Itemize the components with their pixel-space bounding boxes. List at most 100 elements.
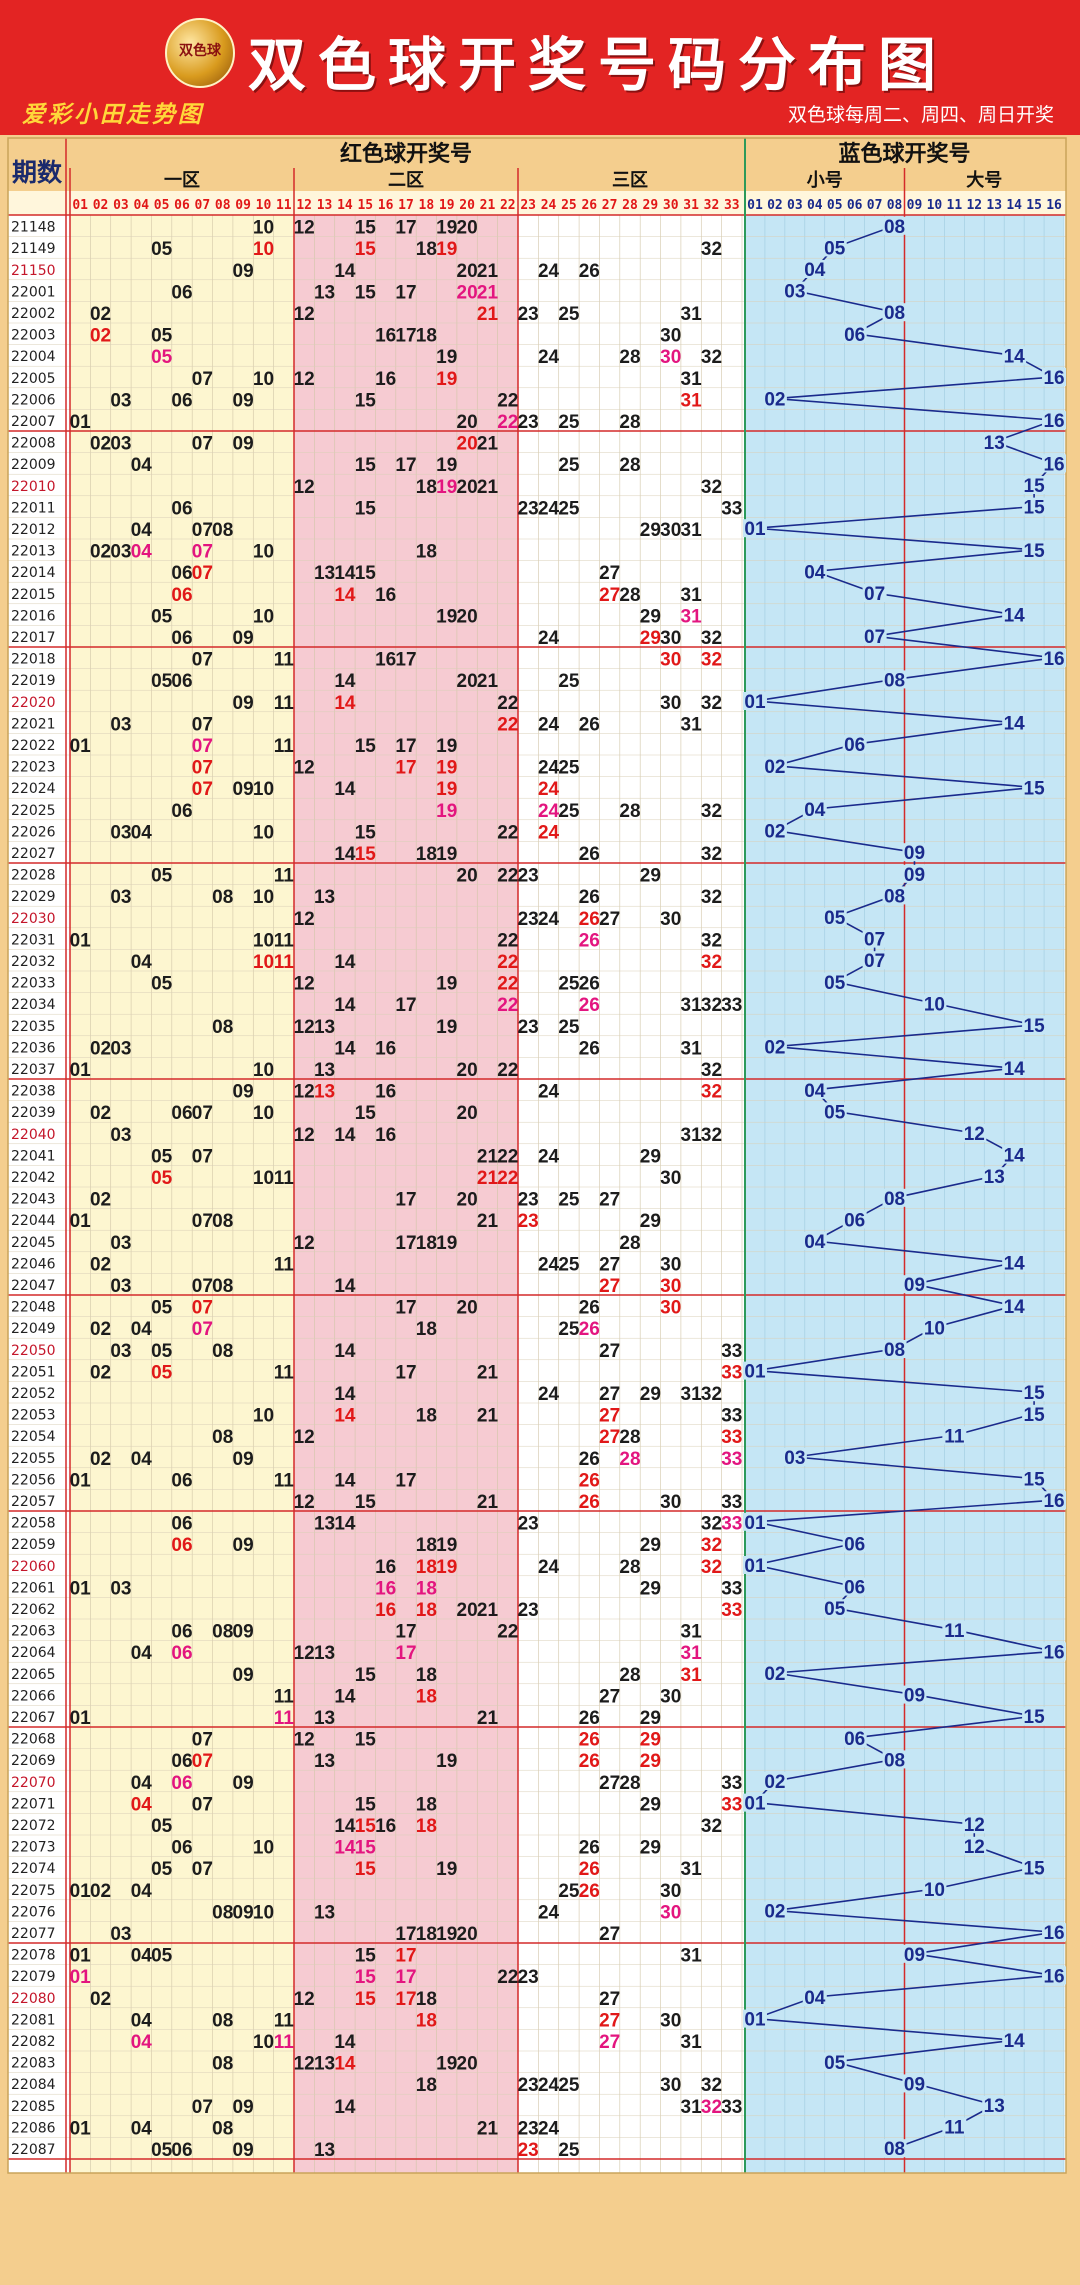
- red-ball-number: 33: [721, 1600, 742, 1621]
- red-ball-number: 21: [477, 1600, 499, 1621]
- red-number-header: 22: [500, 198, 516, 213]
- red-ball-number: 10: [253, 542, 274, 563]
- red-ball-number: 06: [171, 498, 192, 519]
- red-ball-number: 31: [681, 995, 703, 1016]
- red-ball-number: 31: [681, 2097, 703, 2118]
- period-label: 22019: [11, 673, 56, 689]
- red-ball-number: 04: [131, 2118, 153, 2139]
- red-ball-number: 14: [334, 1686, 356, 1707]
- red-ball-number: 02: [90, 1190, 111, 1211]
- red-ball-number: 18: [416, 1406, 437, 1427]
- red-ball-number: 28: [619, 347, 640, 368]
- red-ball-number: 18: [416, 1535, 437, 1556]
- red-ball-number: 06: [171, 1514, 192, 1535]
- blue-ball-backdrop: [822, 972, 847, 991]
- blue-ball-number: 06: [844, 1534, 865, 1555]
- blue-number-header: 12: [966, 198, 982, 213]
- blue-ball-number: 09: [904, 1945, 925, 1966]
- red-ball-number: 28: [619, 1557, 640, 1578]
- red-ball-number: 07: [192, 563, 213, 584]
- red-ball-number: 07: [192, 520, 213, 541]
- red-ball-number: 29: [640, 628, 661, 649]
- red-ball-number: 07: [192, 2097, 213, 2118]
- blue-ball-backdrop: [1042, 1491, 1067, 1510]
- blue-ball-number: 15: [1024, 1016, 1046, 1037]
- red-ball-number: 25: [558, 1319, 580, 1340]
- blue-zone-label: 小号: [807, 170, 843, 191]
- red-ball-number: 30: [660, 1902, 681, 1923]
- red-ball-number: 04: [131, 1773, 153, 1794]
- red-ball-number: 16: [375, 1816, 396, 1837]
- red-ball-number: 25: [558, 1017, 580, 1038]
- blue-ball-backdrop: [762, 389, 787, 408]
- lottery-logo-icon: 双色球: [165, 18, 235, 88]
- red-ball-number: 07: [192, 779, 213, 800]
- red-ball-number: 04: [131, 952, 153, 973]
- red-ball-number: 15: [355, 1730, 377, 1751]
- red-ball-number: 21: [477, 282, 499, 303]
- red-ball-number: 08: [212, 1017, 233, 1038]
- blue-ball-number: 16: [1043, 368, 1064, 389]
- red-ball-number: 30: [660, 1168, 681, 1189]
- blue-ball-backdrop: [822, 2052, 847, 2071]
- red-ball-number: 26: [579, 909, 600, 930]
- blue-ball-number: 09: [904, 865, 925, 886]
- red-ball-number: 19: [436, 1557, 457, 1578]
- zone-label: 二区: [388, 170, 424, 191]
- red-ball-number: 17: [395, 1622, 416, 1643]
- red-ball-number: 24: [538, 1557, 560, 1578]
- red-ball-number: 07: [192, 1103, 213, 1124]
- red-ball-number: 09: [233, 1773, 254, 1794]
- red-ball-number: 08: [212, 1211, 233, 1232]
- blue-ball-backdrop: [1042, 648, 1067, 667]
- red-ball-number: 32: [701, 801, 722, 822]
- period-label: 22008: [11, 436, 56, 452]
- red-ball-number: 31: [681, 304, 703, 325]
- red-ball-number: 13: [314, 887, 335, 908]
- red-ball-number: 11: [274, 1470, 295, 1491]
- red-number-header: 27: [602, 198, 618, 213]
- red-number-header: 25: [561, 198, 577, 213]
- blue-ball-backdrop: [922, 994, 947, 1013]
- red-ball-number: 06: [171, 628, 192, 649]
- red-ball-number: 09: [233, 434, 254, 455]
- blue-ball-number: 01: [744, 1513, 766, 1534]
- red-ball-number: 09: [233, 2140, 254, 2161]
- red-ball-number: 32: [701, 2097, 722, 2118]
- blue-ball-backdrop: [882, 2139, 907, 2158]
- period-label: 22050: [11, 1343, 56, 1359]
- blue-ball-backdrop: [742, 692, 767, 710]
- blue-ball-backdrop: [882, 216, 907, 235]
- red-ball-number: 06: [171, 1643, 192, 1664]
- period-label: 22046: [11, 1256, 56, 1272]
- red-ball-number: 19: [436, 1535, 457, 1556]
- blue-ball-number: 01: [744, 1794, 766, 1815]
- red-ball-number: 31: [681, 1665, 703, 1686]
- red-ball-number: 20: [457, 866, 478, 887]
- blue-ball-number: 11: [944, 1426, 965, 1447]
- red-ball-number: 26: [579, 974, 600, 995]
- red-ball-number: 33: [721, 498, 742, 519]
- red-ball-number: 12: [294, 1233, 315, 1254]
- red-ball-number: 11: [274, 1708, 295, 1729]
- period-label: 22005: [11, 371, 56, 387]
- period-label: 22084: [11, 2077, 56, 2093]
- blue-ball-number: 03: [784, 282, 805, 303]
- red-ball-number: 32: [701, 347, 722, 368]
- red-ball-number: 24: [538, 801, 560, 822]
- red-number-header: 24: [541, 198, 557, 213]
- red-ball-number: 32: [701, 628, 722, 649]
- period-label: 22021: [11, 716, 56, 732]
- period-label: 22045: [11, 1235, 56, 1251]
- red-ball-number: 05: [151, 974, 173, 995]
- period-label: 22033: [11, 976, 56, 992]
- period-label: 22082: [11, 2034, 56, 2050]
- blue-ball-number: 14: [1004, 346, 1026, 367]
- red-ball-number: 10: [253, 930, 274, 951]
- red-ball-number: 03: [110, 1125, 131, 1146]
- red-ball-number: 18: [416, 844, 437, 865]
- red-ball-number: 17: [395, 1298, 416, 1319]
- red-ball-number: 32: [701, 650, 722, 671]
- blue-ball-backdrop: [862, 584, 887, 602]
- red-ball-number: 13: [314, 282, 335, 303]
